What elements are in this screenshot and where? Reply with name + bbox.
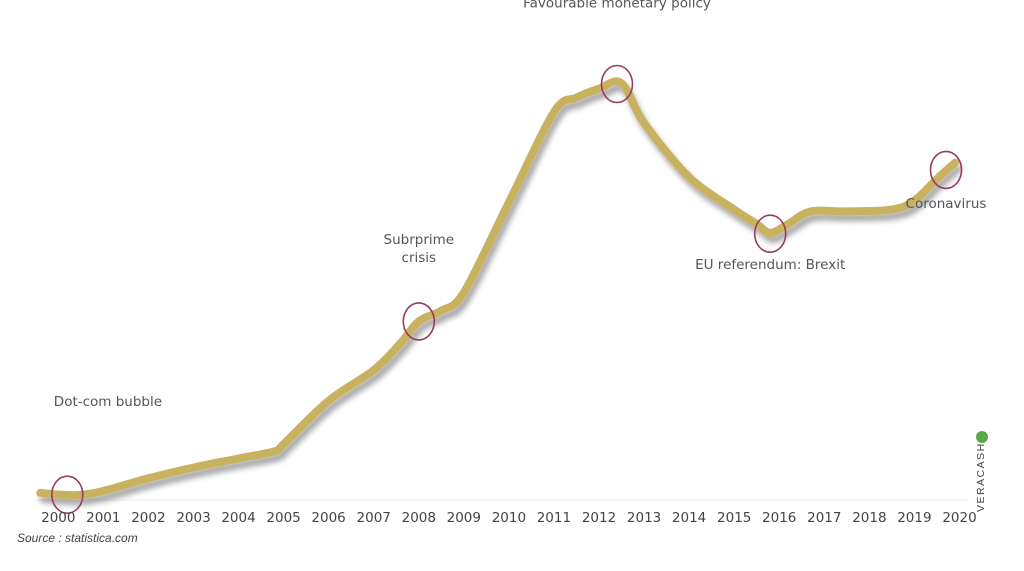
x-tick-label: 2016 <box>762 510 796 526</box>
series-layer <box>36 77 959 500</box>
x-tick-label: 2018 <box>852 510 886 526</box>
x-tick-label: 2008 <box>402 510 436 526</box>
annotation-line: Favourable monetary policy <box>523 0 711 12</box>
x-tick-label: 2001 <box>86 510 120 526</box>
x-tick-label: 2006 <box>311 510 345 526</box>
annotation-1: Subrprime crisis <box>384 232 455 266</box>
annotation-line: Dot-com bubble <box>54 394 162 410</box>
x-tick-label: 2000 <box>41 510 75 526</box>
marker-layer <box>51 64 963 515</box>
x-tick-label: 2005 <box>266 510 300 526</box>
brand-logo-icon <box>976 431 988 443</box>
brand-watermark: VERACASH <box>969 431 995 550</box>
annotation-line: crisis <box>402 250 437 266</box>
x-tick-label: 2015 <box>717 510 751 526</box>
x-tick-label: 2007 <box>357 510 391 526</box>
annotation-0: Dot-com bubble <box>54 394 162 410</box>
x-tick-label: 2004 <box>221 510 255 526</box>
annotation-3: EU referendum: Brexit <box>695 257 845 273</box>
x-tick-label: 2013 <box>627 510 661 526</box>
series-line-0 <box>36 77 959 500</box>
x-tick-labels: 2000 2001 2002 2003 2004 2005 2006 2007 2008 2009… <box>41 510 977 526</box>
x-tick-label: 2003 <box>176 510 210 526</box>
x-tick-label: 2014 <box>672 510 706 526</box>
x-tick-label: 2011 <box>537 510 571 526</box>
source-note: Source : statistica.com <box>17 531 138 545</box>
event-marker-4 <box>929 150 963 190</box>
annotation-2: Low interest rateFavourable monetary pol… <box>523 0 711 12</box>
annotation-line: Subrprime <box>384 232 455 248</box>
x-tick-label: 2017 <box>807 510 841 526</box>
x-tick-label: 2020 <box>942 510 976 526</box>
event-marker-2 <box>600 64 634 104</box>
x-tick-label: 2010 <box>492 510 526 526</box>
x-tick-label: 2002 <box>131 510 165 526</box>
x-tick-label: 2019 <box>897 510 931 526</box>
brand-name: VERACASH <box>975 442 987 512</box>
annotation-layer: Dot-com bubble Subrprime crisis Low interes… <box>54 0 987 410</box>
annotation-line: EU referendum: Brexit <box>695 257 845 273</box>
event-marker-3 <box>753 214 787 253</box>
x-tick-label: 2012 <box>582 510 616 526</box>
annotation-line: Coronavirus <box>906 196 987 212</box>
x-tick-label: 2009 <box>447 510 481 526</box>
event-marker-1 <box>402 302 436 341</box>
annotation-4: Coronavirus <box>906 196 987 212</box>
event-marker-0 <box>51 475 84 515</box>
